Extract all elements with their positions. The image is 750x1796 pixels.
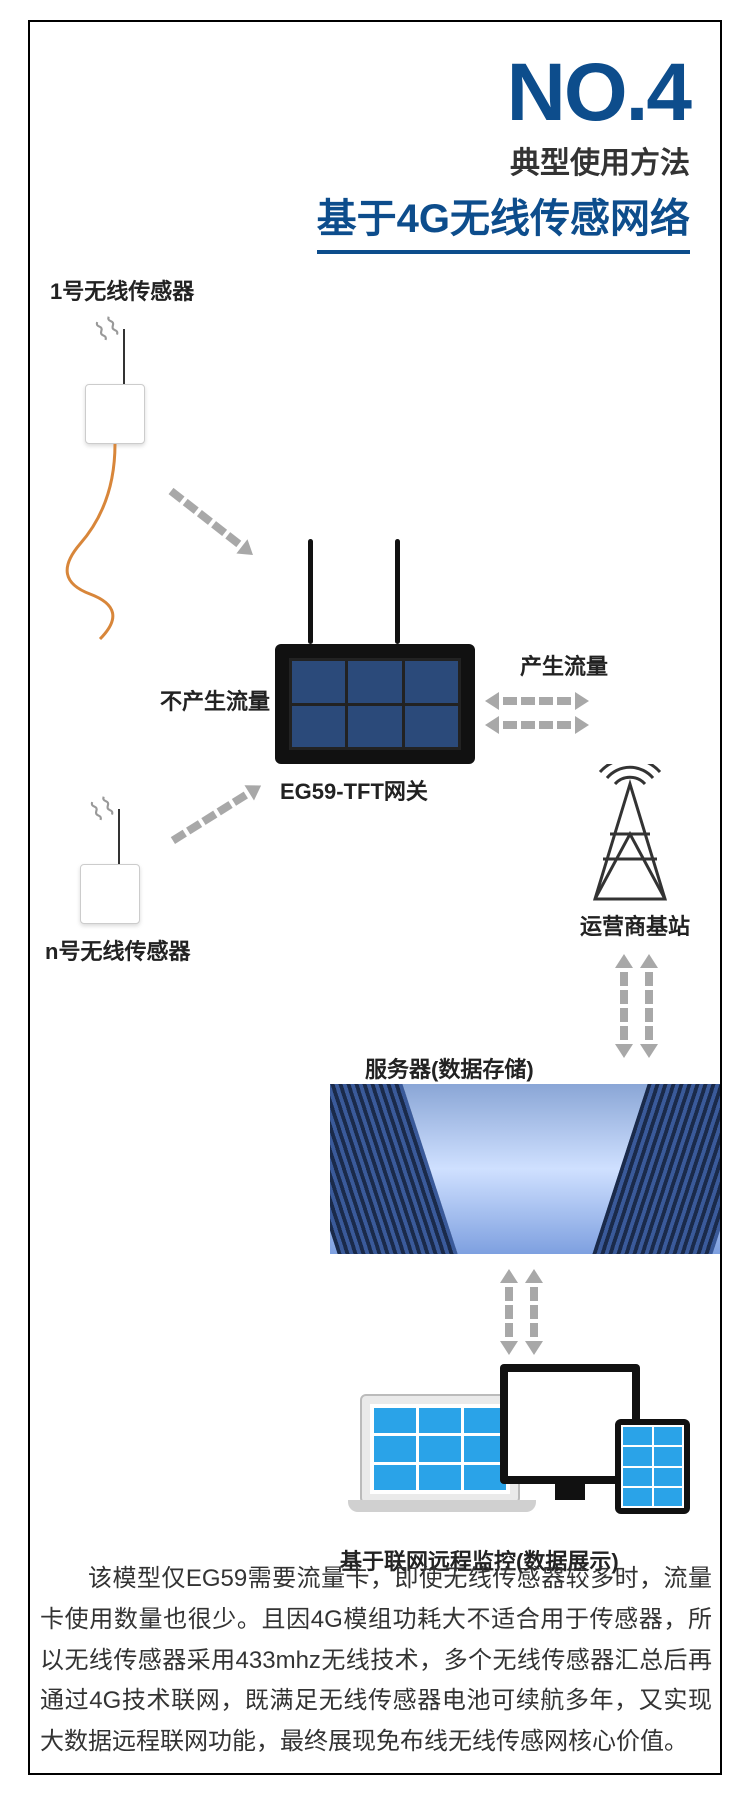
- flow-arrow-icon: [485, 692, 589, 710]
- header-number: NO.4: [30, 52, 690, 134]
- sensor-box-icon: [85, 384, 145, 444]
- diagram-area: 1号无线传感器 ⌇⌇ n号无线传感器 ⌇⌇ 不产生流量: [30, 254, 720, 1504]
- body-paragraph: 该模型仅EG59需要流量卡，即使无线传感器较多时，流量卡使用数量也很少。且因4G…: [40, 1559, 712, 1763]
- devices-node: [360, 1364, 690, 1524]
- flow-arrow-icon: [640, 954, 658, 1058]
- server-label: 服务器(数据存储): [365, 1052, 534, 1084]
- sensor-box-icon: [80, 864, 140, 924]
- page-frame: NO.4 典型使用方法 基于4G无线传感网络 1号无线传感器 ⌇⌇ n号无线传感…: [28, 20, 722, 1775]
- antenna-icon: [118, 809, 120, 864]
- tower-label: 运营商基站: [580, 909, 690, 941]
- flow-arrow-icon: [615, 954, 633, 1058]
- signal-icon: ⌇⌇: [85, 790, 121, 829]
- flow-arrow-icon: [168, 778, 266, 848]
- signal-icon: ⌇⌇: [90, 310, 126, 349]
- header-subtitle1: 典型使用方法: [30, 138, 690, 182]
- gateway-node: [260, 644, 490, 764]
- antenna-icon: [123, 329, 125, 384]
- edge-traffic-label: 产生流量: [520, 649, 608, 681]
- cable-icon: [60, 444, 180, 644]
- edge-no-traffic-label: 不产生流量: [160, 684, 270, 716]
- gateway-label: EG59-TFT网关: [280, 774, 428, 806]
- laptop-icon: [360, 1394, 520, 1504]
- flow-arrow-icon: [500, 1269, 518, 1355]
- antenna-icon: [395, 539, 400, 644]
- sensorN-label: n号无线传感器: [45, 934, 190, 966]
- flow-arrow-icon: [485, 716, 589, 734]
- header: NO.4 典型使用方法 基于4G无线传感网络: [30, 22, 720, 254]
- server-node: [330, 1084, 720, 1254]
- sensor1-node: ⌇⌇: [85, 384, 165, 444]
- sensor1-label: 1号无线传感器: [50, 274, 194, 306]
- gateway-body-icon: [275, 644, 475, 764]
- antenna-icon: [308, 539, 313, 644]
- tower-node: [575, 764, 685, 909]
- sensorN-node: ⌇⌇: [80, 864, 160, 924]
- flow-arrow-icon: [525, 1269, 543, 1355]
- gateway-screen-icon: [289, 658, 461, 750]
- cell-tower-icon: [575, 764, 685, 904]
- tablet-icon: [615, 1419, 690, 1514]
- header-subtitle2: 基于4G无线传感网络: [317, 186, 690, 254]
